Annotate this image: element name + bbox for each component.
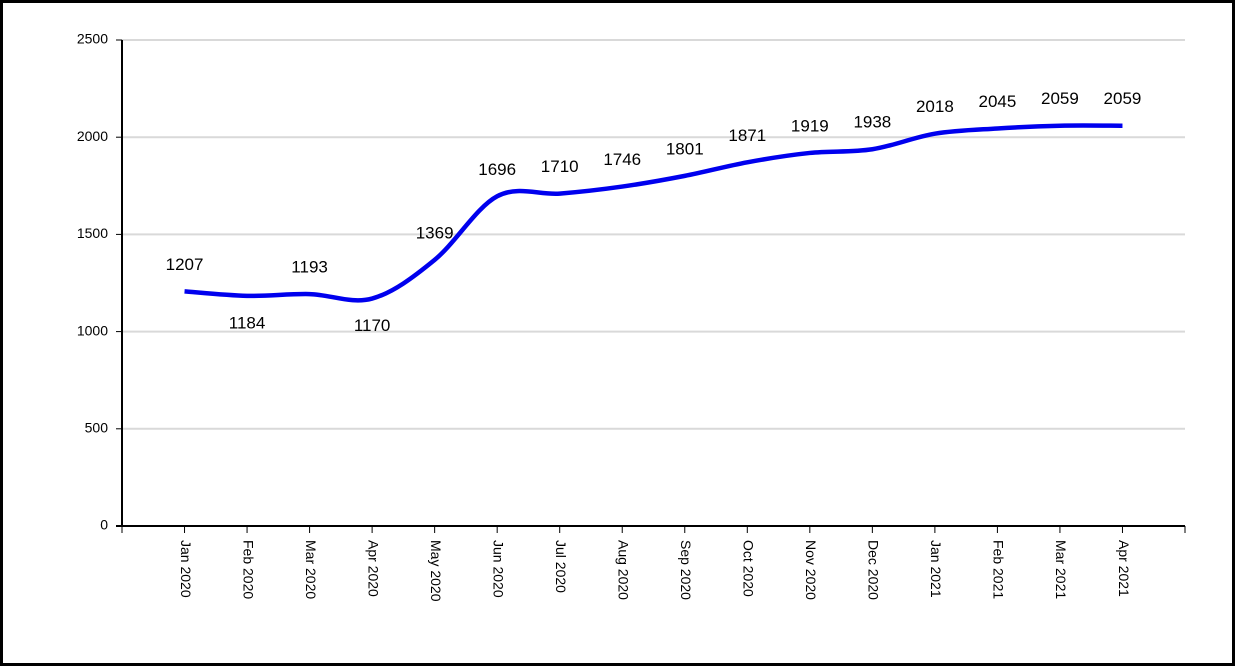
y-tick-label: 1000 — [77, 322, 108, 338]
y-tick-label: 2500 — [77, 31, 108, 47]
data-label: 1184 — [229, 313, 266, 332]
data-label: 1871 — [728, 126, 766, 145]
x-tick-label: Jun 2020 — [490, 540, 506, 598]
x-tick-label: Aug 2020 — [616, 540, 632, 600]
y-tick-label: 2000 — [77, 128, 108, 144]
data-label: 1193 — [291, 258, 328, 277]
x-tick-label: Dec 2020 — [866, 540, 882, 600]
data-label: 1696 — [478, 160, 516, 179]
x-tick-label: May 2020 — [428, 540, 444, 602]
x-tick-label: Sep 2020 — [678, 540, 694, 600]
data-label: 1919 — [791, 116, 829, 135]
x-tick-label: Apr 2021 — [1116, 540, 1132, 597]
data-label: 1801 — [666, 139, 704, 158]
x-tick-label: Jan 2021 — [928, 540, 944, 598]
data-label: 1207 — [166, 255, 204, 274]
x-tick-label: Feb 2021 — [991, 540, 1007, 599]
x-tick-label: Jan 2020 — [178, 540, 194, 598]
y-tick-label: 0 — [100, 517, 108, 533]
x-tick-label: Jul 2020 — [553, 540, 569, 593]
x-tick-label: Feb 2020 — [240, 540, 256, 599]
data-label: 1746 — [603, 150, 641, 169]
data-label: 2059 — [1104, 89, 1142, 108]
x-tick-label: Mar 2021 — [1053, 540, 1069, 599]
data-label: 1710 — [541, 157, 579, 176]
data-label: 2018 — [916, 97, 954, 116]
x-tick-label: Oct 2020 — [741, 540, 757, 597]
data-label: 1369 — [416, 223, 454, 242]
y-tick-label: 500 — [85, 420, 109, 436]
x-tick-label: Mar 2020 — [303, 540, 319, 599]
data-label: 2059 — [1041, 89, 1079, 108]
line — [184, 123, 1123, 303]
x-tick-label: Nov 2020 — [803, 540, 819, 600]
y-tick-label: 1500 — [77, 225, 108, 241]
x-tick-label: Apr 2020 — [365, 540, 381, 597]
data-label: 2045 — [978, 92, 1016, 111]
data-label: 1938 — [853, 113, 891, 132]
data-label: 1170 — [354, 316, 391, 335]
